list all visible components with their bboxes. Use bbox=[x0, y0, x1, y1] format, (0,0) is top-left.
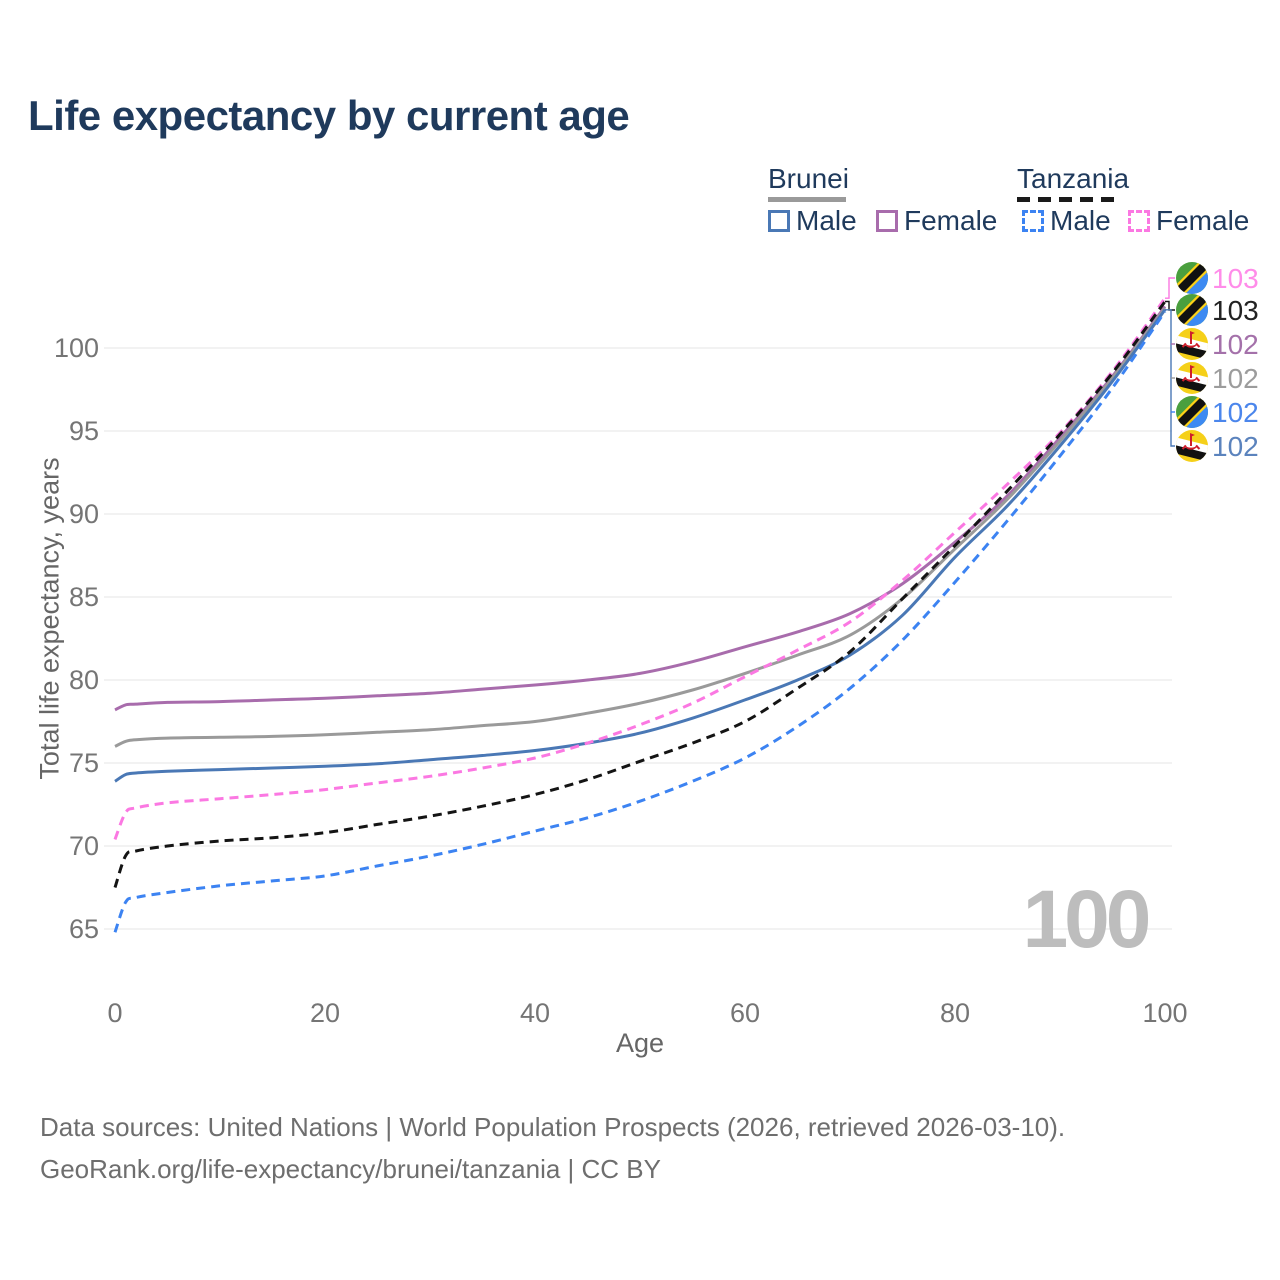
legend-tanzania-label: Tanzania bbox=[1017, 163, 1130, 194]
y-tick-label: 90 bbox=[69, 499, 99, 529]
end-value-label-tanzania-female: 103 bbox=[1212, 263, 1259, 294]
legend-group-tanzania[interactable]: Tanzania bbox=[1017, 163, 1129, 202]
legend-item-label: Male bbox=[1050, 205, 1111, 236]
brunei-male-swatch-icon bbox=[768, 210, 790, 232]
legend-item-label: Female bbox=[904, 205, 998, 236]
legend-item-brunei-female[interactable]: Female bbox=[876, 205, 997, 237]
legend-item-label: Male bbox=[796, 205, 857, 236]
legend-item-tanzania-female[interactable]: Female bbox=[1128, 205, 1249, 237]
y-tick-label: 65 bbox=[69, 914, 99, 944]
legend-tanzania-underline-swatch bbox=[1017, 197, 1121, 202]
data-source-note: Data sources: United Nations | World Pop… bbox=[40, 1112, 1066, 1142]
brunei-flag-icon bbox=[1176, 328, 1208, 360]
axis-ticks: 65 70 75 80 85 90 95 100 0 20 40 60 80 100 bbox=[54, 333, 1188, 1028]
end-value-label-tanzania-both-sexes: 103 bbox=[1212, 295, 1259, 326]
tanzania-female-swatch-icon bbox=[1128, 210, 1150, 232]
series-line-brunei-both-sexes[interactable] bbox=[114, 307, 1167, 748]
series-line-tanzania-male[interactable] bbox=[113, 310, 1167, 933]
x-tick-label: 40 bbox=[520, 998, 550, 1028]
label-connectors bbox=[1165, 277, 1175, 447]
end-value-label-brunei-male: 102 bbox=[1212, 431, 1259, 462]
age-watermark: 100 bbox=[1023, 874, 1149, 965]
series-line-brunei-male[interactable] bbox=[114, 308, 1167, 783]
end-value-label-tanzania-male: 102 bbox=[1212, 397, 1259, 428]
legend-item-brunei-male[interactable]: Male bbox=[768, 205, 857, 237]
y-tick-label: 100 bbox=[54, 333, 99, 363]
y-tick-label: 75 bbox=[69, 748, 99, 778]
y-tick-label: 80 bbox=[69, 665, 99, 695]
source-url[interactable]: GeoRank.org/life-expectancy/brunei/tanza… bbox=[40, 1154, 661, 1184]
x-axis-title: Age bbox=[615, 1028, 665, 1058]
x-tick-label: 80 bbox=[940, 998, 970, 1028]
end-value-label-brunei-both-sexes: 102 bbox=[1212, 363, 1259, 394]
legend-item-label: Female bbox=[1156, 205, 1250, 236]
tanzania-male-swatch-icon bbox=[1022, 210, 1044, 232]
brunei-flag-icon bbox=[1176, 430, 1208, 462]
x-tick-label: 20 bbox=[310, 998, 340, 1028]
brunei-crest bbox=[1181, 331, 1201, 348]
x-tick-label: 100 bbox=[1142, 998, 1187, 1028]
y-tick-label: 70 bbox=[69, 831, 99, 861]
tanzania-flag-icon bbox=[1176, 294, 1208, 326]
x-tick-label: 0 bbox=[107, 998, 122, 1028]
series-line-brunei-female[interactable] bbox=[114, 305, 1167, 712]
end-value-label-brunei-female: 102 bbox=[1212, 329, 1259, 360]
gridlines bbox=[104, 347, 1172, 930]
y-tick-label: 85 bbox=[69, 582, 99, 612]
series-line-tanzania-female[interactable] bbox=[113, 297, 1167, 840]
label-connector bbox=[1165, 277, 1175, 299]
tanzania-flag-icon bbox=[1176, 396, 1208, 428]
page-title: Life expectancy by current age bbox=[28, 92, 630, 139]
series-line-tanzania-both-sexes[interactable] bbox=[113, 300, 1167, 888]
brunei-female-swatch-icon bbox=[876, 210, 898, 232]
legend-brunei-underline-swatch bbox=[768, 197, 846, 202]
brunei-flag-icon bbox=[1176, 362, 1208, 394]
y-tick-label: 95 bbox=[69, 416, 99, 446]
legend-brunei-label: Brunei bbox=[768, 163, 849, 194]
brunei-crest bbox=[1181, 365, 1201, 382]
brunei-crest bbox=[1181, 433, 1201, 450]
tanzania-flag-icon bbox=[1176, 262, 1208, 294]
legend-item-tanzania-male[interactable]: Male bbox=[1022, 205, 1111, 237]
x-tick-label: 60 bbox=[730, 998, 760, 1028]
legend-group-brunei[interactable]: Brunei bbox=[768, 163, 849, 202]
label-connector bbox=[1165, 300, 1175, 311]
